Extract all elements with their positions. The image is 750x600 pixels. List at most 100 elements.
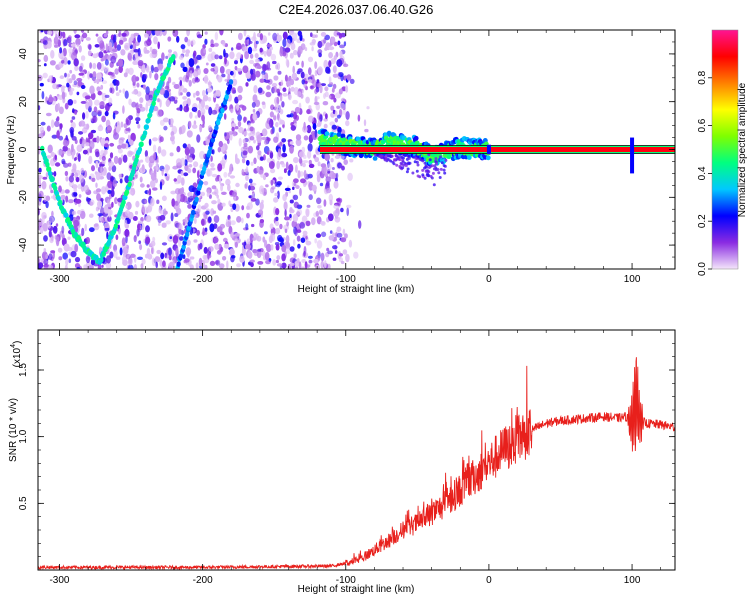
- noise-speckle: [331, 36, 336, 44]
- noise-speckle: [224, 56, 227, 65]
- carrier-tail-point: [404, 164, 408, 168]
- noise-speckle: [96, 62, 102, 70]
- noise-speckle: [97, 36, 103, 44]
- noise-speckle: [128, 98, 132, 106]
- noise-speckle: [190, 39, 196, 46]
- noise-speckle: [48, 264, 54, 269]
- noise-speckle: [39, 227, 44, 234]
- ascending-ridge-point: [151, 100, 156, 107]
- noise-speckle: [150, 240, 156, 247]
- noise-speckle: [304, 47, 308, 52]
- noise-speckle: [168, 247, 172, 256]
- carrier-tail-point: [421, 173, 425, 177]
- colorbar-gradient: [712, 30, 738, 269]
- noise-speckle: [323, 123, 328, 129]
- noise-speckle: [73, 99, 77, 104]
- noise-speckle: [99, 124, 102, 128]
- noise-speckle: [243, 30, 247, 37]
- noise-speckle: [92, 53, 98, 59]
- noise-speckle: [289, 262, 295, 266]
- noise-speckle: [38, 167, 42, 173]
- noise-speckle: [152, 236, 156, 243]
- noise-speckle: [282, 38, 287, 48]
- noise-speckle: [136, 107, 141, 114]
- noise-speckle: [70, 121, 76, 129]
- noise-speckle: [228, 131, 234, 135]
- noise-speckle: [93, 106, 98, 113]
- noise-speckle: [259, 202, 264, 210]
- noise-speckle: [180, 157, 186, 167]
- noise-speckle: [242, 139, 246, 144]
- noise-speckle: [320, 83, 326, 87]
- noise-speckle: [339, 154, 345, 160]
- noise-speckle: [196, 97, 201, 101]
- noise-speckle: [284, 74, 288, 82]
- noise-speckle: [173, 178, 177, 182]
- noise-speckle: [42, 40, 48, 46]
- noise-speckle: [297, 170, 301, 179]
- noise-speckle: [75, 38, 81, 46]
- noise-speckle: [167, 76, 172, 84]
- noise-speckle: [311, 184, 317, 192]
- noise-speckle: [323, 93, 326, 99]
- noise-speckle: [185, 247, 192, 256]
- noise-speckle: [65, 258, 69, 266]
- noise-speckle: [252, 108, 256, 113]
- noise-speckle: [218, 263, 225, 269]
- noise-speckle: [54, 162, 61, 167]
- noise-speckle: [228, 225, 233, 235]
- noise-speckle: [276, 88, 280, 94]
- noise-speckle: [161, 168, 165, 173]
- noise-speckle: [245, 182, 249, 189]
- noise-speckle: [64, 170, 69, 177]
- noise-speckle: [313, 101, 320, 106]
- noise-speckle: [270, 53, 277, 61]
- noise-speckle: [137, 60, 144, 67]
- noise-speckle: [321, 231, 327, 238]
- noise-speckle: [251, 197, 257, 202]
- noise-speckle: [259, 78, 265, 83]
- noise-speckle: [179, 193, 186, 203]
- noise-speckle: [252, 94, 258, 103]
- noise-speckle: [253, 157, 257, 165]
- noise-speckle: [153, 66, 159, 73]
- noise-speckle: [47, 30, 53, 36]
- carrier-tail-point: [431, 171, 435, 175]
- x-tick-label: -200: [193, 274, 213, 285]
- noise-speckle: [282, 31, 288, 40]
- noise-speckle: [189, 70, 193, 79]
- noise-speckle: [289, 207, 293, 212]
- noise-speckle: [146, 38, 152, 46]
- noise-speckle: [93, 190, 98, 195]
- noise-speckle: [294, 227, 298, 237]
- noise-speckle: [263, 50, 267, 57]
- noise-speckle: [106, 172, 112, 181]
- noise-speckle: [243, 142, 248, 147]
- carrier-tail-point: [424, 164, 428, 168]
- noise-speckle: [45, 201, 49, 209]
- carrier-tail-point: [432, 183, 436, 187]
- noise-speckle: [210, 208, 215, 216]
- noise-speckle: [317, 161, 321, 167]
- noise-speckle: [99, 246, 102, 253]
- noise-speckle: [66, 82, 70, 88]
- noise-speckle: [52, 83, 58, 90]
- noise-speckle: [109, 142, 115, 147]
- noise-speckle: [255, 198, 260, 206]
- carrier-tail-point: [438, 176, 442, 179]
- noise-speckle: [366, 106, 370, 110]
- carrier-tail-point: [416, 163, 420, 167]
- noise-speckle: [222, 255, 227, 261]
- noise-speckle: [235, 68, 242, 72]
- noise-speckle: [275, 64, 278, 70]
- noise-speckle: [316, 240, 323, 249]
- noise-speckle: [46, 155, 52, 159]
- noise-speckle: [234, 66, 238, 71]
- noise-speckle: [139, 97, 144, 104]
- noise-speckle: [292, 186, 295, 190]
- noise-speckle: [149, 46, 153, 52]
- carrier-band-point: [340, 133, 346, 139]
- noise-speckle: [207, 97, 212, 102]
- y-tick-label: 1.5: [18, 363, 29, 377]
- noise-speckle: [325, 176, 331, 183]
